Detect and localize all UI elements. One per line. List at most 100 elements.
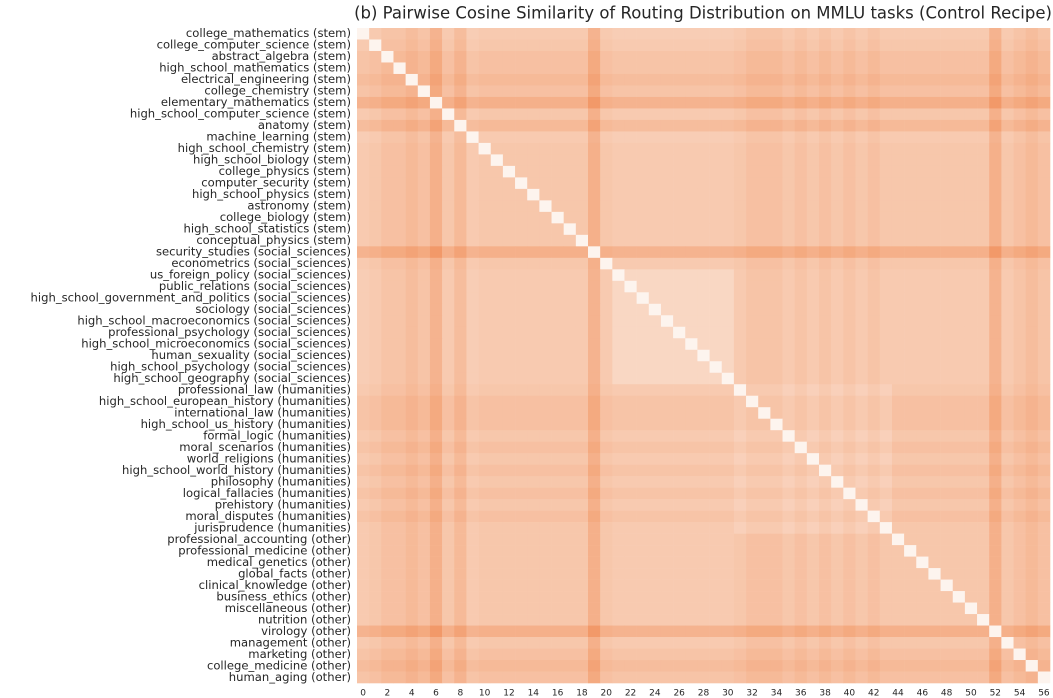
heatmap-cell — [636, 119, 650, 132]
heatmap-cell — [977, 453, 990, 465]
heatmap-cell — [417, 625, 431, 638]
heatmap-cell — [794, 338, 808, 351]
heatmap-cell — [1025, 234, 1039, 247]
heatmap-cell — [855, 533, 868, 546]
heatmap-cell — [721, 211, 735, 224]
heatmap-cell — [369, 545, 382, 557]
heatmap-cell — [770, 142, 783, 155]
heatmap-cell — [442, 476, 455, 488]
heatmap-cell — [964, 154, 978, 167]
heatmap-cell — [648, 154, 662, 167]
heatmap-cell — [417, 338, 431, 351]
heatmap-cell — [891, 73, 905, 86]
heatmap-cell — [1037, 200, 1051, 213]
heatmap-cell — [417, 50, 431, 63]
heatmap-cell — [685, 303, 698, 316]
heatmap-cell — [405, 292, 419, 305]
heatmap-cell — [515, 591, 528, 603]
heatmap-cell — [442, 165, 455, 178]
heatmap-cell — [357, 280, 370, 293]
heatmap-cell — [1037, 361, 1051, 374]
heatmap-cell — [697, 637, 710, 649]
heatmap-cell — [417, 269, 431, 282]
heatmap-cell — [891, 648, 905, 661]
heatmap-cell — [612, 315, 625, 328]
heatmap-cell — [369, 510, 382, 523]
heatmap-cell — [831, 108, 844, 121]
heatmap-cell — [551, 441, 564, 454]
heatmap-cell — [551, 533, 564, 546]
heatmap-cell — [539, 453, 552, 465]
heatmap-cell — [977, 660, 990, 672]
heatmap-cell — [393, 591, 406, 603]
heatmap-cell — [527, 361, 540, 374]
heatmap-cell — [940, 96, 954, 109]
heatmap-cell — [855, 234, 868, 247]
heatmap-cell — [381, 418, 394, 431]
heatmap-cell — [1037, 246, 1051, 259]
heatmap-cell — [539, 188, 552, 201]
heatmap-cell — [1037, 602, 1051, 615]
heatmap-cell — [855, 556, 868, 569]
heatmap-cell — [466, 476, 479, 488]
heatmap-cell — [673, 119, 686, 132]
heatmap-cell — [624, 165, 637, 178]
heatmap-cell — [904, 545, 917, 557]
heatmap-cell — [1013, 131, 1026, 144]
y-tick-label: prehistory (humanities) — [215, 497, 351, 511]
heatmap-cell — [490, 407, 504, 419]
heatmap-cell — [1037, 476, 1051, 488]
heatmap-cell — [660, 188, 674, 201]
heatmap-cell — [904, 280, 917, 293]
heatmap-cell — [357, 246, 370, 259]
heatmap-cell — [916, 453, 929, 465]
heatmap-cell — [806, 660, 820, 672]
heatmap-cell — [502, 384, 516, 397]
heatmap-cell — [806, 280, 820, 293]
heatmap-cell — [867, 430, 881, 442]
heatmap-cell — [758, 499, 771, 511]
heatmap-cell — [369, 372, 382, 385]
heatmap-cell — [916, 579, 929, 592]
heatmap-cell — [527, 211, 540, 224]
heatmap-cell — [442, 269, 455, 282]
heatmap-cell — [454, 177, 467, 190]
heatmap-cell — [612, 62, 625, 75]
heatmap-cell — [539, 637, 552, 649]
heatmap-cell — [551, 476, 564, 488]
heatmap-cell — [490, 269, 504, 282]
heatmap-cell — [904, 418, 917, 431]
heatmap-cell — [709, 614, 723, 626]
heatmap-cell — [904, 591, 917, 603]
heatmap-cell — [539, 499, 552, 511]
heatmap-cell — [393, 430, 406, 442]
heatmap-cell — [454, 234, 467, 247]
heatmap-cell — [721, 579, 735, 592]
heatmap-cell — [478, 119, 492, 132]
heatmap-cell — [575, 96, 589, 109]
heatmap-cell — [709, 464, 723, 477]
heatmap-cell — [794, 476, 808, 488]
heatmap-cell — [490, 108, 504, 121]
y-tick-label: virology (other) — [261, 624, 351, 638]
heatmap-cell — [442, 648, 455, 661]
heatmap-cell — [563, 280, 577, 293]
heatmap-cell — [381, 200, 394, 213]
heatmap-cell — [527, 257, 540, 270]
heatmap-cell — [770, 464, 783, 477]
heatmap-cell — [721, 165, 735, 178]
heatmap-cell — [636, 315, 650, 328]
heatmap-cell — [891, 476, 905, 488]
heatmap-cell — [417, 108, 431, 121]
heatmap-cell — [466, 142, 479, 155]
heatmap-cell — [697, 545, 710, 557]
heatmap-cell — [393, 384, 406, 397]
heatmap-cell — [928, 418, 941, 431]
heatmap-cell — [709, 28, 723, 40]
heatmap-cell — [478, 85, 492, 98]
heatmap-cell — [879, 188, 893, 201]
heatmap-cell — [1013, 430, 1026, 442]
heatmap-cell — [721, 269, 735, 282]
heatmap-cell — [709, 395, 723, 408]
